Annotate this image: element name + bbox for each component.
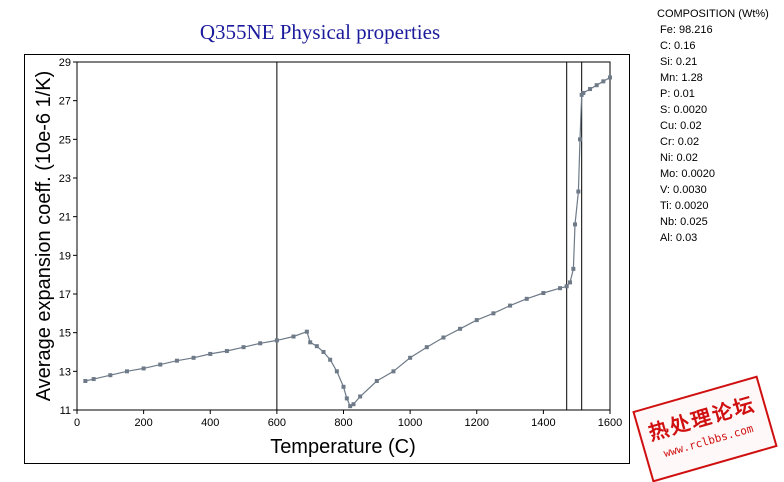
x-tick-label: 200 bbox=[134, 417, 152, 429]
data-point bbox=[576, 189, 581, 194]
data-point bbox=[581, 90, 586, 95]
data-point bbox=[564, 284, 569, 289]
y-tick-label: 25 bbox=[59, 134, 71, 146]
composition-item: P: 0.01 bbox=[660, 88, 695, 100]
composition-item: Al: 0.03 bbox=[660, 232, 698, 244]
data-point bbox=[508, 303, 513, 308]
y-tick-label: 29 bbox=[59, 57, 71, 69]
data-point bbox=[108, 373, 113, 378]
y-tick-label: 17 bbox=[59, 289, 71, 301]
x-tick-label: 0 bbox=[74, 417, 80, 429]
data-point bbox=[571, 266, 576, 271]
data-point bbox=[601, 79, 606, 84]
composition-panel: COMPOSITION (Wt%) Fe: 98.216 C: 0.16 Si: 0… bbox=[652, 6, 769, 246]
data-point bbox=[224, 349, 229, 354]
data-point bbox=[594, 83, 599, 88]
composition-item: Nb: 0.025 bbox=[660, 216, 708, 228]
data-point bbox=[358, 394, 363, 399]
data-point bbox=[258, 341, 263, 346]
composition-list: Fe: 98.216 C: 0.16 Si: 0.21 Mn: 1.28 P: 0.01… bbox=[652, 22, 769, 246]
composition-item: C: 0.16 bbox=[660, 40, 696, 52]
data-point bbox=[91, 377, 96, 382]
data-point bbox=[573, 222, 578, 227]
data-point bbox=[441, 335, 446, 340]
data-point bbox=[328, 357, 333, 362]
data-point bbox=[541, 291, 546, 296]
data-point bbox=[158, 362, 163, 367]
x-tick-label: 1000 bbox=[398, 417, 422, 429]
composition-item: Ni: 0.02 bbox=[660, 152, 698, 164]
y-tick-label: 23 bbox=[59, 173, 71, 185]
y-tick-label: 11 bbox=[60, 405, 71, 417]
x-tick-label: 1600 bbox=[598, 417, 622, 429]
y-tick-label: 15 bbox=[59, 328, 71, 340]
x-tick-label: 600 bbox=[268, 417, 286, 429]
chart-frame bbox=[24, 54, 630, 464]
data-point bbox=[374, 379, 379, 383]
data-point bbox=[524, 296, 529, 301]
x-tick-label: 1400 bbox=[531, 417, 555, 429]
y-axis-label: Average expansion coeff. (10e-6 1/K) bbox=[33, 71, 55, 402]
data-point bbox=[458, 326, 463, 331]
data-point bbox=[314, 344, 319, 349]
data-point bbox=[304, 329, 309, 334]
y-tick-label: 21 bbox=[59, 212, 71, 224]
data-point bbox=[578, 137, 583, 142]
data-point bbox=[124, 369, 129, 374]
data-point bbox=[191, 355, 196, 360]
data-point bbox=[608, 75, 612, 80]
y-tick-label: 13 bbox=[59, 366, 71, 378]
composition-item: Fe: 98.216 bbox=[660, 24, 713, 36]
data-point bbox=[568, 280, 573, 285]
composition-item: Mo: 0.0020 bbox=[660, 168, 716, 180]
data-point bbox=[474, 318, 479, 323]
data-point bbox=[241, 345, 246, 350]
composition-item: Si: 0.21 bbox=[660, 56, 698, 68]
data-point bbox=[83, 379, 88, 383]
data-point bbox=[344, 396, 349, 401]
data-point bbox=[321, 350, 326, 354]
chart-title: Q355NE Physical properties bbox=[199, 20, 441, 44]
data-point bbox=[334, 369, 339, 374]
data-point bbox=[408, 355, 413, 360]
composition-item: Cu: 0.02 bbox=[660, 120, 702, 132]
plot-area bbox=[76, 61, 611, 411]
data-point bbox=[308, 340, 313, 345]
data-point bbox=[208, 351, 213, 356]
x-tick-label: 1200 bbox=[465, 417, 489, 429]
data-point bbox=[274, 338, 279, 343]
data-point bbox=[141, 366, 146, 371]
data-point bbox=[424, 345, 429, 350]
y-tick-label: 27 bbox=[59, 96, 71, 108]
x-axis-label: Temperature (C) bbox=[270, 436, 416, 458]
composition-item: Mn: 1.28 bbox=[660, 72, 703, 84]
x-tick-label: 400 bbox=[201, 417, 219, 429]
data-point bbox=[588, 87, 593, 92]
data-point bbox=[391, 369, 396, 374]
data-point bbox=[558, 286, 563, 291]
data-point bbox=[351, 402, 356, 407]
x-tick-label: 800 bbox=[334, 417, 352, 429]
data-point bbox=[341, 384, 346, 389]
y-tick-label: 19 bbox=[59, 250, 71, 262]
composition-item: Ti: 0.0020 bbox=[660, 200, 709, 212]
data-point bbox=[174, 358, 179, 363]
composition-item: V: 0.0030 bbox=[660, 184, 707, 196]
data-point bbox=[291, 334, 296, 339]
composition-item: Cr: 0.02 bbox=[660, 136, 700, 148]
data-point bbox=[491, 311, 496, 316]
composition-item: S: 0.0020 bbox=[660, 104, 708, 116]
data-point bbox=[348, 404, 353, 409]
composition-title: COMPOSITION (Wt%) bbox=[657, 8, 769, 20]
